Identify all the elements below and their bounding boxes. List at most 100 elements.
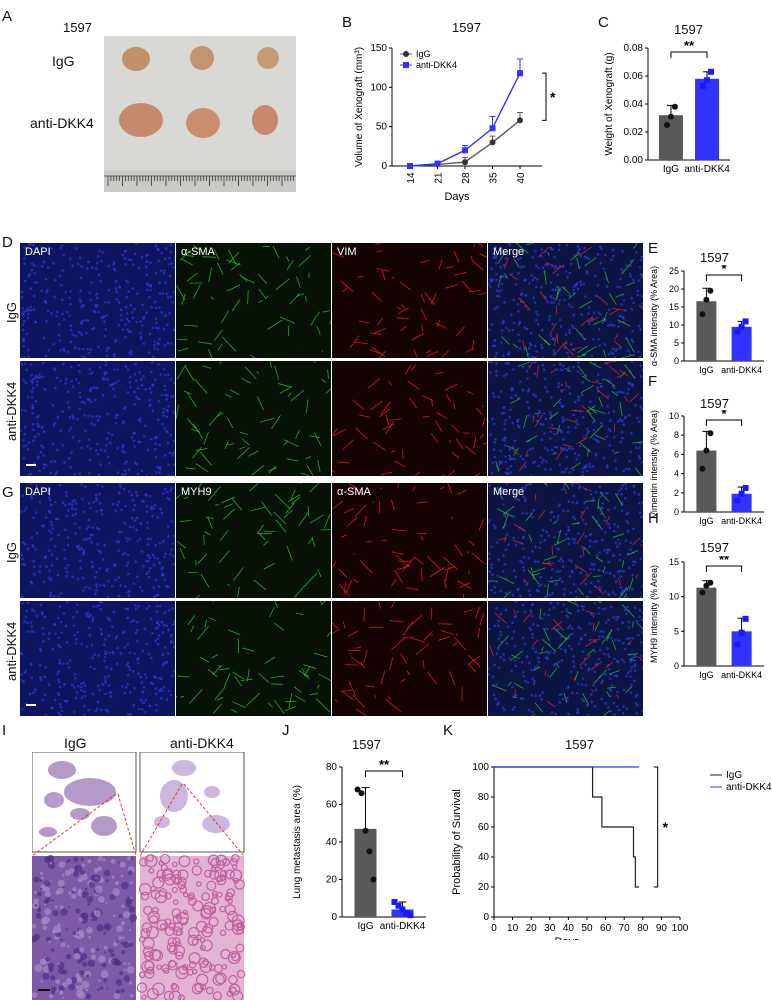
fiber: [381, 269, 386, 281]
nucleus: [640, 641, 643, 644]
nucleus: [94, 303, 98, 307]
nucleus: [576, 711, 579, 715]
fiber: [552, 264, 564, 275]
fiber: [537, 246, 550, 258]
nucleus: [125, 539, 129, 543]
nucleus: [63, 349, 66, 353]
fiber: [472, 339, 475, 350]
nucleus: [153, 347, 156, 350]
histo-cell: [112, 953, 115, 957]
nucleus: [33, 565, 36, 568]
nucleus: [169, 552, 172, 556]
nucleus: [22, 457, 26, 460]
fiber: [322, 310, 331, 313]
fiber: [180, 519, 192, 522]
nucleus: [511, 621, 514, 624]
fiber: [420, 294, 425, 303]
nucleus: [606, 647, 609, 650]
fiber: [604, 271, 609, 283]
nucleus: [29, 363, 33, 366]
histo-cell: [58, 985, 65, 992]
nucleus: [91, 415, 94, 418]
nucleus: [597, 612, 601, 615]
nucleus: [494, 697, 497, 701]
nucleus: [568, 558, 571, 562]
nucleus: [605, 435, 609, 438]
nucleus: [537, 660, 541, 664]
nucleus: [533, 460, 536, 464]
nucleus: [36, 376, 40, 379]
nucleus: [567, 500, 571, 503]
nucleus: [522, 565, 525, 569]
nucleus: [145, 510, 149, 514]
nucleus: [605, 571, 608, 574]
alveolus: [231, 854, 240, 863]
histo-cell: [103, 858, 106, 862]
nucleus: [161, 572, 164, 575]
histo-cell: [79, 970, 85, 976]
bar-igg: [354, 828, 377, 917]
nucleus: [567, 366, 571, 369]
nucleus: [513, 705, 516, 709]
nucleus: [152, 596, 156, 598]
y-axis-label: MYH9 intensity (% Area): [649, 565, 659, 663]
nucleus: [67, 563, 70, 567]
nucleus: [133, 403, 136, 406]
alveolus: [207, 854, 220, 867]
nucleus: [104, 361, 107, 363]
fiber: [619, 401, 623, 417]
nucleus: [589, 568, 592, 571]
nucleus: [169, 295, 173, 298]
nucleus: [496, 703, 499, 706]
fiber: [434, 420, 443, 433]
nucleus: [117, 540, 121, 544]
fiber: [195, 448, 208, 451]
fiber: [525, 513, 533, 521]
nucleus: [124, 365, 128, 369]
nucleus: [560, 659, 564, 662]
nucleus: [173, 463, 175, 467]
alveolus: [161, 869, 174, 881]
nucleus: [130, 620, 133, 624]
nucleus: [157, 585, 161, 588]
x-tick-label: 80: [637, 923, 649, 934]
nucleus: [542, 368, 546, 372]
fiber: [230, 389, 240, 396]
histo-cell: [57, 879, 65, 887]
fiber: [613, 451, 620, 454]
fiber: [479, 291, 487, 296]
nucleus: [71, 385, 75, 388]
nucleus: [637, 420, 641, 423]
nucleus: [616, 570, 620, 573]
nucleus: [64, 566, 68, 570]
nucleus: [133, 445, 136, 448]
fiber: [406, 587, 419, 591]
nucleus: [540, 248, 544, 251]
nucleus: [140, 383, 144, 387]
nucleus: [169, 378, 173, 381]
nucleus: [492, 422, 496, 426]
nucleus: [592, 497, 595, 500]
nucleus: [23, 362, 27, 366]
nucleus: [552, 663, 556, 666]
micro-texture: [20, 601, 175, 716]
nucleus: [78, 370, 81, 373]
nucleus: [618, 346, 622, 350]
nucleus: [510, 457, 514, 461]
fiber: [405, 364, 412, 375]
nucleus: [64, 377, 68, 381]
fiber: [594, 585, 605, 595]
fiber: [227, 584, 230, 587]
fiber: [595, 556, 604, 563]
fiber: [296, 276, 301, 288]
alveolus: [182, 892, 189, 898]
nucleus: [559, 288, 562, 292]
fiber: [363, 649, 368, 664]
nucleus: [632, 563, 635, 567]
fiber: [294, 686, 302, 693]
fiber: [319, 601, 323, 605]
nucleus: [69, 289, 72, 293]
nucleus: [90, 560, 94, 564]
fiber: [216, 697, 224, 701]
fiber: [399, 281, 412, 291]
